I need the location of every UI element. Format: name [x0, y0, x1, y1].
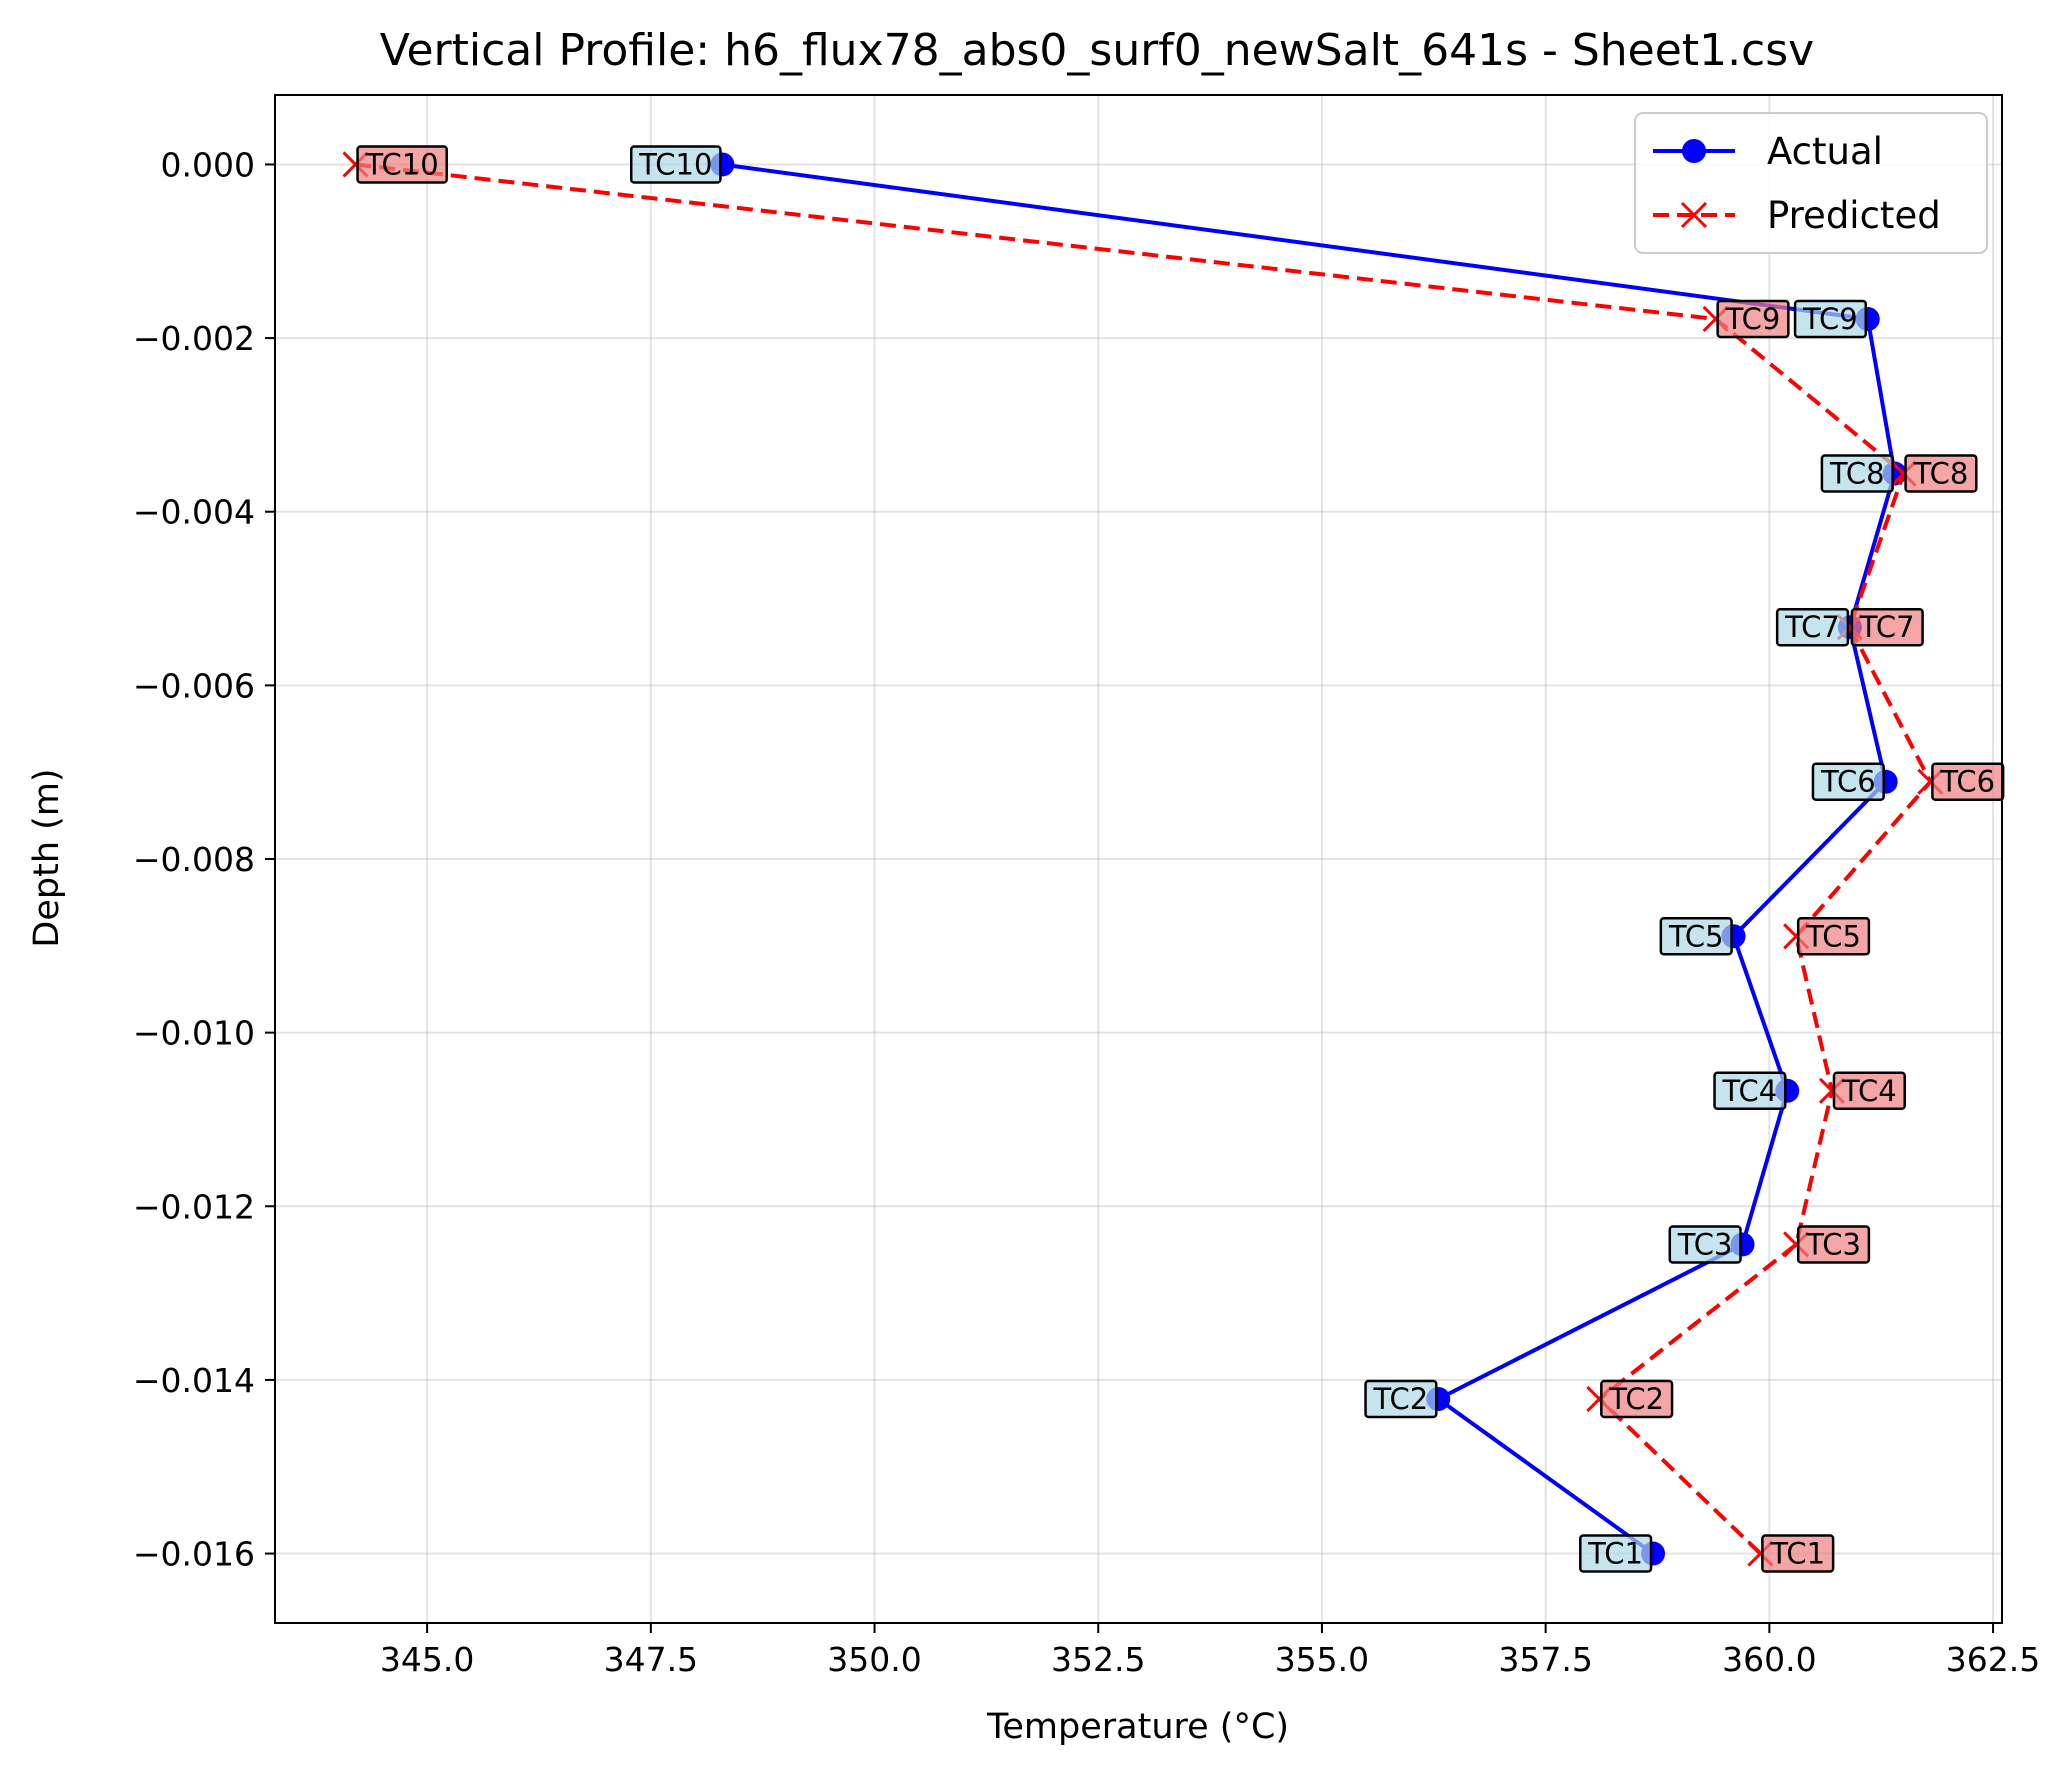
svg-text:TC5: TC5: [1668, 919, 1724, 953]
point-label-predicted: TC4: [1832, 1071, 1906, 1111]
point-label-box: [1713, 1071, 1787, 1111]
y-tick-label: −0.014: [133, 1361, 255, 1400]
point-label-actual: TC2: [1364, 1379, 1438, 1419]
svg-text:TC3: TC3: [1805, 1227, 1861, 1261]
point-label-predicted: TC1: [1761, 1534, 1835, 1573]
x-tick-label: 355.0: [1275, 1640, 1369, 1679]
y-tick-label: −0.010: [133, 1014, 255, 1053]
point-label-box: [1761, 1534, 1835, 1573]
point-label-box: [1659, 917, 1733, 956]
svg-text:TC1: TC1: [1769, 1537, 1825, 1571]
point-label-actual: TC1: [1579, 1534, 1653, 1573]
legend-box: [1634, 112, 1988, 254]
point-label-box: [1600, 1379, 1674, 1419]
svg-text:TC7: TC7: [1784, 610, 1840, 644]
point-label-predicted: TC7: [1850, 607, 1924, 647]
y-tick-label: −0.016: [133, 1535, 255, 1574]
svg-text:TC2: TC2: [1373, 1382, 1429, 1416]
series-actual-line: [722, 162, 1897, 1556]
series-predicted-line: [355, 162, 1933, 1555]
svg-text:TC1: TC1: [1587, 1537, 1643, 1571]
y-tick-label: −0.012: [133, 1187, 255, 1226]
point-label-actual: TC7: [1775, 607, 1850, 647]
point-label-box: [1796, 1225, 1871, 1264]
point-label-layer: TC1 TC2 TC3 TC4 TC5 TC6 TC7 TC8 TC9 TC10 TC1 TC2 TC3…: [356, 145, 2005, 1573]
svg-text:TC8: TC8: [1913, 457, 1969, 491]
x-axis-label: Temperature (°C): [986, 1707, 1289, 1747]
point-label-actual: TC5: [1659, 917, 1733, 956]
svg-text:TC4: TC4: [1841, 1074, 1897, 1108]
x-tick-label: 350.0: [827, 1640, 921, 1679]
grid-lines: [275, 95, 2002, 1623]
point-label-predicted: TC3: [1796, 1225, 1871, 1264]
svg-text:TC5: TC5: [1805, 919, 1861, 953]
svg-text:TC10: TC10: [365, 147, 439, 181]
point-label-box: [1811, 762, 1885, 801]
x-tick-label: 347.5: [604, 1640, 698, 1679]
x-tick-label: 360.0: [1722, 1640, 1816, 1679]
point-label-box: [1668, 1225, 1742, 1264]
svg-text:TC7: TC7: [1859, 610, 1915, 644]
point-label-predicted: TC6: [1931, 762, 2005, 801]
point-label-box: [1716, 299, 1790, 339]
point-label-box: [1820, 454, 1894, 493]
point-label-actual: TC10: [629, 145, 722, 184]
point-label-actual: TC9: [1793, 299, 1868, 339]
y-tick-label: −0.006: [133, 666, 255, 705]
x-tick-label: 345.0: [380, 1640, 474, 1679]
y-tick-label: −0.002: [133, 319, 255, 358]
point-label-box: [1931, 762, 2005, 801]
point-label-predicted: TC2: [1600, 1379, 1674, 1419]
y-tick-label: −0.004: [133, 493, 255, 532]
point-label-predicted: TC5: [1796, 917, 1871, 956]
point-label-actual: TC4: [1713, 1071, 1787, 1111]
point-label-box: [1832, 1071, 1906, 1111]
point-label-box: [1579, 1534, 1653, 1573]
point-label-box: [356, 145, 448, 184]
svg-text:TC9: TC9: [1725, 302, 1781, 336]
point-label-box: [1364, 1379, 1438, 1419]
legend-actual-label: Actual: [1767, 130, 1883, 173]
svg-text:TC4: TC4: [1722, 1074, 1778, 1108]
x-tick-label: 352.5: [1051, 1640, 1145, 1679]
point-label-predicted: TC9: [1716, 299, 1790, 339]
legend-predicted-marker: [1680, 201, 1708, 229]
point-label-box: [1904, 454, 1978, 493]
svg-text:TC10: TC10: [638, 147, 712, 181]
svg-text:TC3: TC3: [1677, 1227, 1733, 1261]
chart-title: Vertical Profile: h6_flux78_abs0_surf0_n…: [380, 25, 1814, 76]
svg-text:TC2: TC2: [1608, 1382, 1664, 1416]
point-label-actual: TC3: [1668, 1225, 1742, 1264]
point-label-actual: TC8: [1820, 454, 1894, 493]
x-tick-label: 362.5: [1946, 1640, 2040, 1679]
y-tick-label: 0.000: [161, 145, 255, 184]
legend: Actual Predicted: [1634, 112, 1988, 254]
point-label-box: [1850, 607, 1924, 647]
y-tick-label: −0.008: [133, 840, 255, 879]
point-label-box: [1796, 917, 1871, 956]
legend-predicted-label: Predicted: [1767, 194, 1941, 237]
x-tick-label: 357.5: [1498, 1640, 1592, 1679]
point-label-predicted: TC8: [1904, 454, 1978, 493]
svg-text:TC9: TC9: [1802, 302, 1858, 336]
axis-ticks: 345.0 347.5 350.0 352.5 355.0 357.5 360.0 362.5…: [133, 145, 2040, 1679]
point-label-actual: TC6: [1811, 762, 1885, 801]
point-label-predicted: TC10: [356, 145, 448, 184]
point-label-box: [1793, 299, 1868, 339]
point-label-box: [1775, 607, 1850, 647]
svg-text:TC6: TC6: [1939, 765, 1995, 799]
svg-text:TC8: TC8: [1829, 457, 1885, 491]
point-label-box: [629, 145, 722, 184]
legend-actual-marker: [1682, 139, 1706, 163]
svg-text:TC6: TC6: [1820, 765, 1876, 799]
y-axis-label: Depth (m): [27, 768, 67, 947]
